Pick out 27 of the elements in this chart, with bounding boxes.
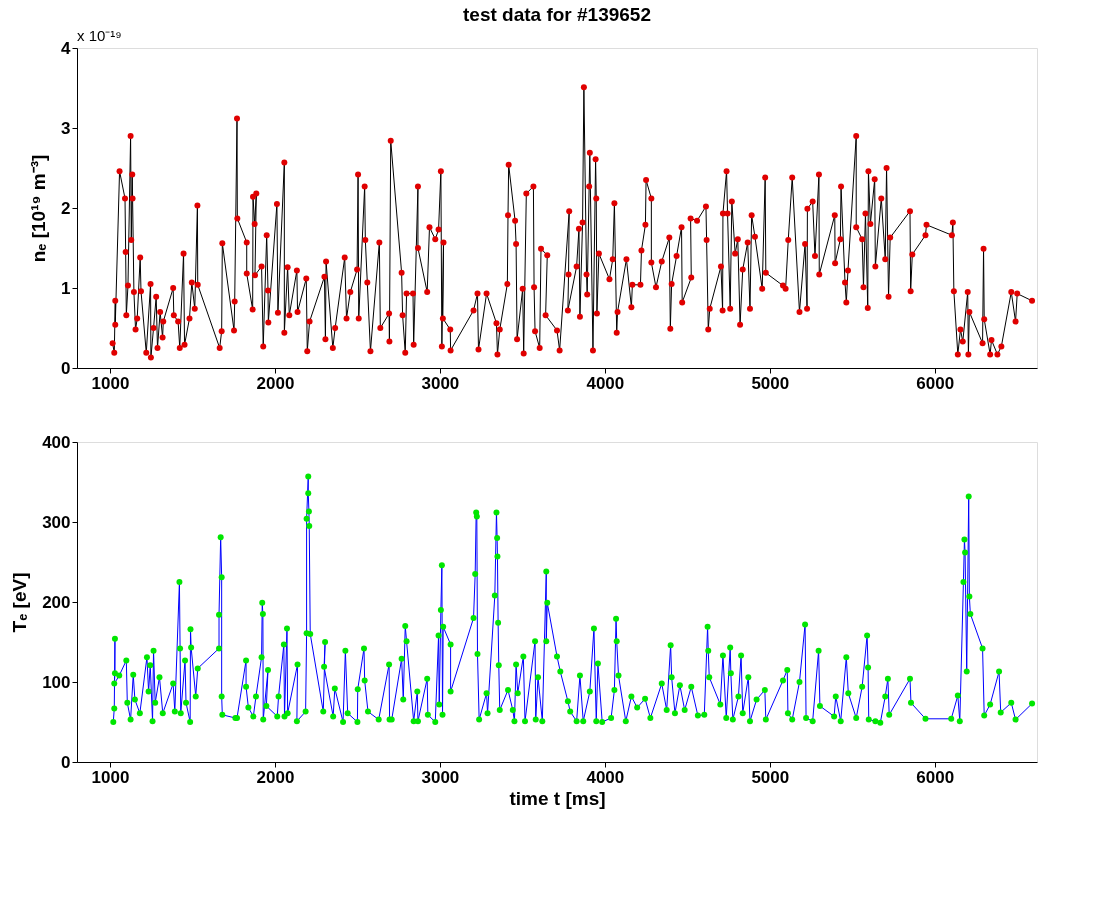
x-tick-label: 4000 bbox=[586, 767, 625, 787]
y-axis-title: nₑ [10¹⁹ m⁻³] bbox=[28, 154, 50, 263]
x-tick-label: 6000 bbox=[916, 767, 955, 787]
x-tick-label: 4000 bbox=[586, 373, 625, 393]
chart-title: test data for #139652 bbox=[463, 4, 651, 25]
y-tick-label: 200 bbox=[42, 592, 71, 612]
y-tick-label: 0 bbox=[61, 752, 71, 772]
y-tick-label: 2 bbox=[61, 198, 71, 218]
x-tick-label: 2000 bbox=[256, 767, 295, 787]
x-tick-label: 5000 bbox=[751, 373, 790, 393]
y-tick-label: 100 bbox=[42, 672, 71, 692]
y-axis-title: Tₑ [eV] bbox=[9, 572, 31, 633]
x-tick-label: 2000 bbox=[256, 373, 295, 393]
x-tick-label: 1000 bbox=[91, 767, 130, 787]
x-tick-label: 1000 bbox=[91, 373, 130, 393]
y-tick-label: 4 bbox=[61, 38, 72, 58]
text: x 10⁻¹⁹ bbox=[77, 27, 122, 44]
x-tick-label: 3000 bbox=[421, 767, 460, 787]
y-tick-label: 400 bbox=[42, 432, 71, 452]
x-tick-label: 3000 bbox=[421, 373, 460, 393]
y-tick-label: 3 bbox=[61, 118, 71, 138]
x-tick-label: 5000 bbox=[751, 767, 790, 787]
x-axis-title: time t [ms] bbox=[509, 787, 606, 809]
y-tick-label: 1 bbox=[61, 278, 71, 298]
x-tick-label: 6000 bbox=[916, 373, 955, 393]
y-tick-label: 300 bbox=[42, 512, 71, 532]
y-tick-label: 0 bbox=[61, 358, 71, 378]
